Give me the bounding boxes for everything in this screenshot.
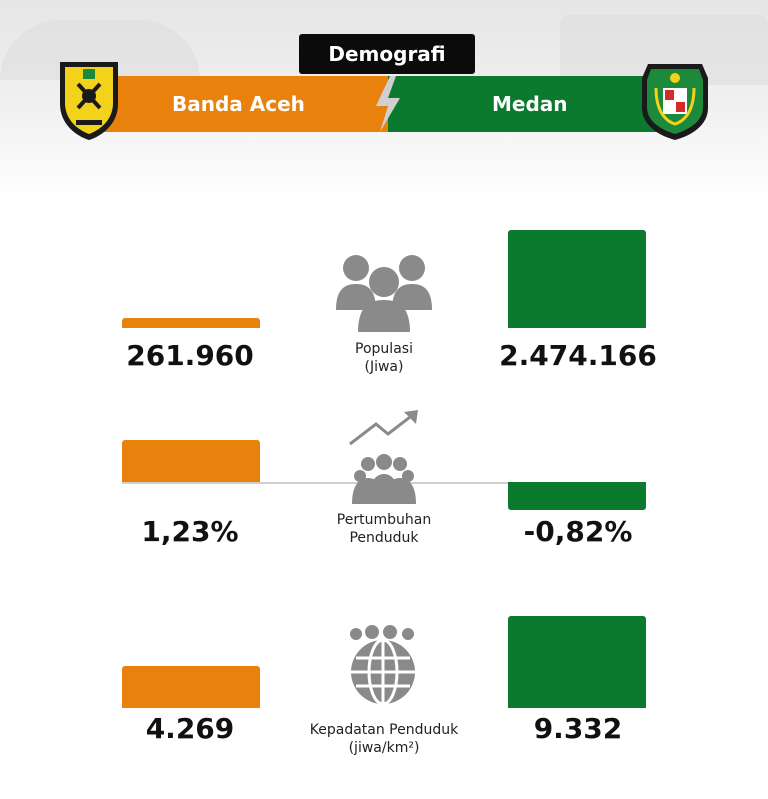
density-label: Kepadatan Penduduk (jiwa/km²) <box>294 721 474 757</box>
banda-aceh-density-bar <box>122 665 260 708</box>
banda-aceh-growth-value: 1,23% <box>141 515 239 548</box>
globe-people-icon <box>350 625 415 706</box>
density-label-line2: (jiwa/km²) <box>348 740 420 756</box>
banda-aceh-density-value: 4.269 <box>145 712 235 745</box>
medan-label: Medan <box>492 92 568 116</box>
growth-label-line1: Pertumbuhan <box>336 512 432 528</box>
section-title: Demografi <box>299 34 475 74</box>
medan-band: Medan <box>388 76 670 132</box>
population-label: Populasi (Jiwa) <box>304 340 464 376</box>
population-label-line2: (Jiwa) <box>364 359 404 375</box>
medan-growth-bar <box>508 482 646 510</box>
banda-aceh-emblem <box>60 62 118 140</box>
banda-aceh-band: Banda Aceh <box>98 76 388 132</box>
medan-growth-value: -0,82% <box>523 515 633 548</box>
medan-emblem <box>642 64 708 140</box>
banda-aceh-label: Banda Aceh <box>172 92 305 116</box>
banda-aceh-population-bar <box>122 317 260 328</box>
medan-population-value: 2.474.166 <box>499 339 657 372</box>
lightning-divider-icon <box>376 76 400 132</box>
growth-label-line2: Penduduk <box>349 530 419 546</box>
banda-aceh-growth-bar <box>122 440 260 482</box>
population-label-line1: Populasi <box>355 341 413 357</box>
growth-label: Pertumbuhan Penduduk <box>304 511 464 547</box>
population-growth-icon <box>349 410 418 504</box>
medan-density-bar <box>508 616 646 708</box>
people-group-icon <box>336 255 432 332</box>
density-label-line1: Kepadatan Penduduk <box>309 722 459 738</box>
medan-population-bar <box>508 230 646 328</box>
medan-density-value: 9.332 <box>533 712 623 745</box>
banda-aceh-population-value: 261.960 <box>126 339 254 372</box>
